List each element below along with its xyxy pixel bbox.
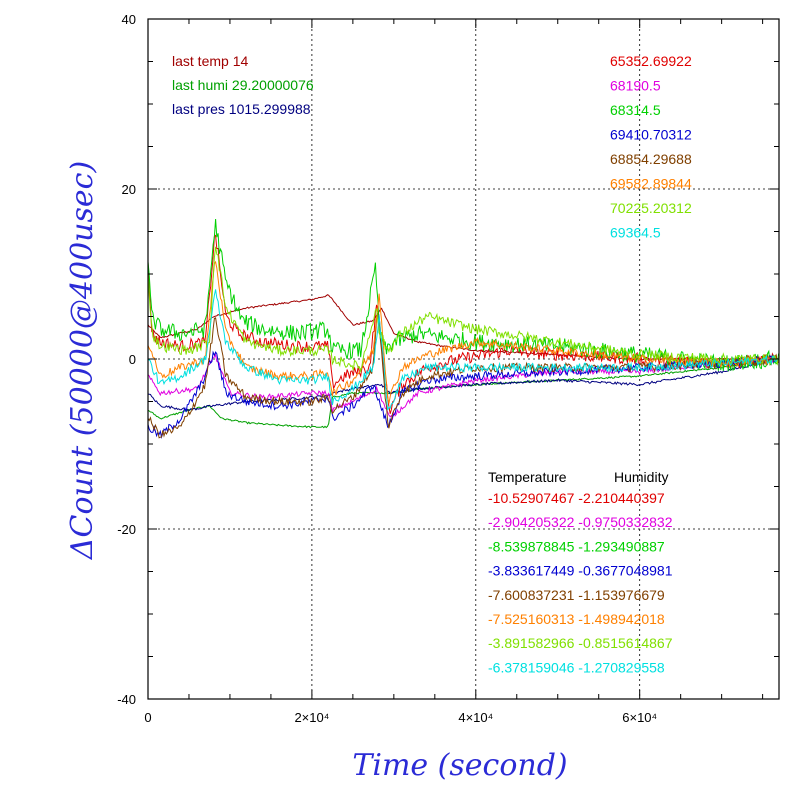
ticks: [147, 18, 779, 700]
channel-value-1: 65352.69922: [610, 53, 692, 69]
coefficient-row-2: -2.904205322 -0.9750332832: [488, 514, 673, 530]
info-label-2: last humi 29.20000076: [172, 77, 314, 93]
coeff-header-temperature: Temperature: [488, 469, 567, 485]
coefficient-table: Temperature Humidity -10.52907467 -2.210…: [488, 469, 673, 675]
coefficient-row-5: -7.600837231 -1.153976679: [488, 587, 665, 603]
info-label-3: last pres 1015.299988: [172, 101, 311, 117]
coefficient-row-8: -6.378159046 -1.270829558: [488, 659, 665, 675]
series-line-10: [147, 246, 780, 374]
y-tick-label: 40: [122, 12, 136, 27]
x-tick-label: 6×10⁴: [622, 710, 657, 725]
channel-value-6: 69582.89844: [610, 176, 692, 192]
y-tick-label: -40: [117, 692, 136, 707]
coefficient-row-6: -7.525160313 -1.498942018: [488, 611, 665, 627]
channel-value-2: 68190.5: [610, 78, 661, 94]
y-tick-label: -20: [117, 522, 136, 537]
series-line-2: [147, 357, 779, 429]
y-axis-title: ΔCount (50000@400usec): [65, 161, 100, 560]
coeff-header-humidity: Humidity: [614, 469, 668, 485]
channel-value-8: 69364.5: [610, 225, 661, 241]
series-layer: [147, 218, 780, 439]
info-annotations: last temp 14 last humi 29.20000076 last pr…: [172, 53, 314, 117]
coefficient-row-7: -3.891582966 -0.8515614867: [488, 635, 673, 651]
y-tick-label: 0: [129, 352, 136, 367]
info-label-1: last temp 14: [172, 53, 248, 69]
series-line-7: [147, 350, 780, 439]
y-tick-label: 20: [122, 182, 136, 197]
coefficient-row-4: -3.833617449 -0.3677048981: [488, 563, 673, 579]
series-line-3: [147, 357, 780, 412]
tick-labels: 0 2×10⁴ 4×10⁴ 6×10⁴ 40 20 0 -20 -40: [117, 12, 657, 725]
x-tick-label: 0: [144, 710, 151, 725]
x-axis-title: Time (second): [352, 748, 567, 783]
channel-value-5: 68854.29688: [610, 151, 692, 167]
series-line-9: [147, 260, 780, 404]
series-line-11: [147, 289, 779, 411]
x-tick-label: 4×10⁴: [458, 710, 493, 725]
channel-value-3: 68314.5: [610, 102, 661, 118]
channel-value-annotations: 65352.69922 68190.5 68314.5 69410.70312 6885…: [610, 53, 692, 241]
channel-value-7: 70225.20312: [610, 200, 692, 216]
coefficient-row-3: -8.539878845 -1.293490887: [488, 538, 665, 554]
coefficient-row-1: -10.52907467 -2.210440397: [488, 490, 665, 506]
x-tick-label: 2×10⁴: [294, 710, 329, 725]
channel-value-4: 69410.70312: [610, 127, 692, 143]
grid-lines: [148, 19, 779, 699]
